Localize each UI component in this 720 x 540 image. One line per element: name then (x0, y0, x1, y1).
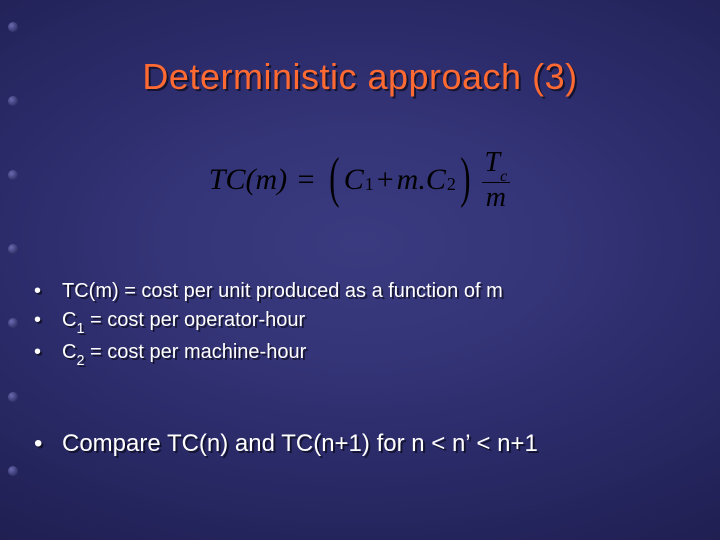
decorative-dot (8, 392, 18, 402)
decorative-dot (8, 244, 18, 254)
c2-var: C (426, 163, 446, 197)
bullet-marker: • (30, 307, 62, 334)
bullet-group-compare: •Compare TC(n) and TC(n+1) for n < n’ < … (30, 428, 690, 462)
m-dot: m. (397, 163, 426, 197)
formula: TC(m) = ( C1 + m.C2 ) Tc m (0, 148, 720, 213)
bullet-text: Compare TC(n) and TC(n+1) for n < n’ < n… (62, 428, 690, 460)
bullet-text: TC(m) = cost per unit produced as a func… (62, 278, 690, 305)
fraction-numerator: Tc (481, 148, 512, 182)
bullet-item: •Compare TC(n) and TC(n+1) for n < n’ < … (30, 428, 690, 460)
frac-num-main: T (485, 147, 501, 178)
frac-num-sub: c (500, 168, 507, 185)
plus-sign: + (377, 163, 394, 197)
bullet-marker: • (30, 339, 62, 366)
bullet-marker: • (30, 428, 62, 460)
c1-var: C (344, 163, 364, 197)
decorative-dot (8, 466, 18, 476)
formula-lhs: TC(m) (209, 163, 287, 197)
c2-sub: 2 (447, 174, 456, 195)
equals-sign: = (290, 163, 322, 197)
bullet-item: •C2 = cost per machine-hour (30, 339, 690, 369)
fraction: Tc m (481, 148, 512, 213)
bullet-marker: • (30, 278, 62, 305)
decorative-dot (8, 318, 18, 328)
fraction-denominator: m (482, 182, 510, 212)
bullet-item: •TC(m) = cost per unit produced as a fun… (30, 278, 690, 305)
c1-sub: 1 (365, 174, 374, 195)
decorative-dot (8, 22, 18, 32)
bullet-text: C2 = cost per machine-hour (62, 339, 690, 369)
slide: Deterministic approach (3) TC(m) = ( C1 … (0, 0, 720, 540)
bullet-text: C1 = cost per operator-hour (62, 307, 690, 337)
bullet-group-definitions: •TC(m) = cost per unit produced as a fun… (30, 278, 690, 372)
slide-title: Deterministic approach (3) (0, 56, 720, 98)
bullet-item: •C1 = cost per operator-hour (30, 307, 690, 337)
